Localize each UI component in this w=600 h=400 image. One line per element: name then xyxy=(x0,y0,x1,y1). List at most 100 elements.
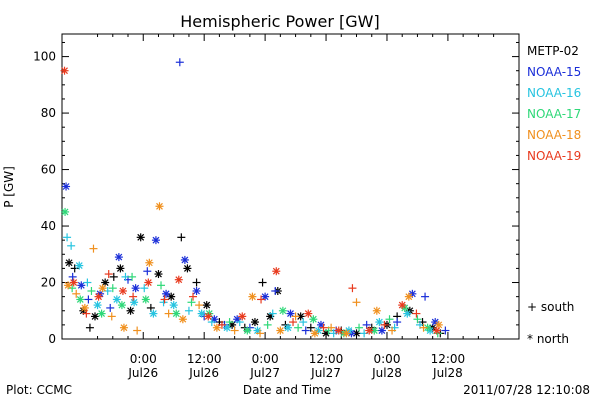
point-noaa-15 xyxy=(114,253,123,262)
point-noaa-18 xyxy=(212,323,221,332)
point-noaa-17 xyxy=(128,272,137,281)
legend-entry-noaa-18: NOAA-18 xyxy=(527,128,581,142)
x-tick-label-date: Jul26 xyxy=(188,366,219,380)
point-metp-02 xyxy=(250,318,259,327)
point-noaa-15 xyxy=(143,267,152,276)
point-noaa-19 xyxy=(82,309,91,318)
point-noaa-19 xyxy=(348,284,357,293)
legend-entry-metp-02: METP-02 xyxy=(527,44,579,58)
point-noaa-15 xyxy=(68,272,77,281)
point-noaa-16 xyxy=(184,306,193,315)
point-noaa-17 xyxy=(87,286,96,295)
x-tick-label-time: 0:00 xyxy=(252,352,279,366)
point-metp-02 xyxy=(192,278,201,287)
x-tick-label-time: 0:00 xyxy=(130,352,157,366)
point-noaa-18 xyxy=(195,301,204,310)
point-noaa-15 xyxy=(77,281,86,290)
point-noaa-19 xyxy=(104,270,113,279)
point-metp-02 xyxy=(70,264,79,273)
point-noaa-15 xyxy=(162,289,171,298)
point-metp-02 xyxy=(91,312,100,321)
point-noaa-18 xyxy=(155,202,164,211)
point-noaa-18 xyxy=(178,315,187,324)
point-metp-02 xyxy=(126,306,135,315)
point-noaa-16 xyxy=(83,278,92,287)
point-metp-02 xyxy=(258,278,267,287)
point-noaa-18 xyxy=(72,289,81,298)
point-noaa-15 xyxy=(131,284,140,293)
point-metp-02 xyxy=(85,323,94,332)
point-noaa-15 xyxy=(377,326,386,335)
point-noaa-15 xyxy=(271,286,280,295)
point-noaa-17 xyxy=(243,326,252,335)
point-noaa-15 xyxy=(393,318,402,327)
point-noaa-19 xyxy=(432,326,441,335)
point-noaa-19 xyxy=(412,309,421,318)
point-noaa-18 xyxy=(230,326,239,335)
point-noaa-15 xyxy=(151,236,160,245)
point-noaa-16 xyxy=(375,318,384,327)
point-noaa-18 xyxy=(388,326,397,335)
legend-entry-noaa-19: NOAA-19 xyxy=(527,149,581,163)
point-metp-02 xyxy=(202,301,211,310)
point-noaa-18 xyxy=(342,329,351,338)
chart-title: Hemispheric Power [GW] xyxy=(180,12,379,31)
point-noaa-19 xyxy=(204,312,213,321)
point-noaa-17 xyxy=(294,323,303,332)
point-noaa-18 xyxy=(80,303,89,312)
point-noaa-19 xyxy=(257,295,266,304)
point-noaa-17 xyxy=(278,306,287,315)
point-noaa-16 xyxy=(149,309,158,318)
x-tick-label-time: 12:00 xyxy=(187,352,222,366)
x-tick-label-date: Jul27 xyxy=(249,366,280,380)
point-noaa-15 xyxy=(261,292,270,301)
point-noaa-18 xyxy=(145,258,154,267)
x-tick-label-date: Jul28 xyxy=(371,366,402,380)
point-noaa-18 xyxy=(133,326,142,335)
y-tick-label: 60 xyxy=(41,163,56,177)
y-tick-label: 20 xyxy=(41,276,56,290)
point-noaa-18 xyxy=(89,244,98,253)
point-noaa-19 xyxy=(272,267,281,276)
point-noaa-18 xyxy=(372,306,381,315)
point-noaa-17 xyxy=(423,323,432,332)
point-noaa-15 xyxy=(175,58,184,67)
point-noaa-19 xyxy=(365,326,374,335)
y-axis: 0 20 40 60 80 100 xyxy=(33,41,519,346)
point-noaa-18 xyxy=(107,312,116,321)
x-tick-label-date: Jul27 xyxy=(310,366,341,380)
point-noaa-16 xyxy=(197,309,206,318)
point-noaa-19 xyxy=(289,318,298,327)
y-tick-label: 80 xyxy=(41,106,56,120)
point-noaa-16 xyxy=(299,318,308,327)
point-noaa-18 xyxy=(164,309,173,318)
point-noaa-17 xyxy=(355,323,364,332)
point-noaa-16 xyxy=(207,318,216,327)
point-noaa-18 xyxy=(276,326,285,335)
point-noaa-15 xyxy=(106,303,115,312)
point-noaa-15 xyxy=(286,309,295,318)
point-noaa-18 xyxy=(310,329,319,338)
point-noaa-19 xyxy=(398,301,407,310)
point-metp-02 xyxy=(177,233,186,242)
point-noaa-19 xyxy=(69,278,78,287)
point-metp-02 xyxy=(65,258,74,267)
point-noaa-19 xyxy=(380,320,389,329)
point-noaa-17 xyxy=(263,320,272,329)
legend: METP-02 NOAA-15 NOAA-16 NOAA-17 NOAA-18 NOAA-… xyxy=(527,44,581,163)
point-noaa-18 xyxy=(352,298,361,307)
legend-north: * north xyxy=(527,332,569,346)
x-tick-label-time: 12:00 xyxy=(309,352,344,366)
legend-entry-noaa-17: NOAA-17 xyxy=(527,107,581,121)
point-noaa-17 xyxy=(187,298,196,307)
point-noaa-18 xyxy=(404,292,413,301)
point-noaa-17 xyxy=(157,281,166,290)
point-noaa-19 xyxy=(144,278,153,287)
x-axis-label: Date and Time xyxy=(243,383,331,397)
point-noaa-15 xyxy=(84,295,93,304)
point-noaa-16 xyxy=(130,298,139,307)
data-points xyxy=(60,58,450,338)
point-noaa-18 xyxy=(434,320,443,329)
y-tick-label: 100 xyxy=(33,50,56,64)
